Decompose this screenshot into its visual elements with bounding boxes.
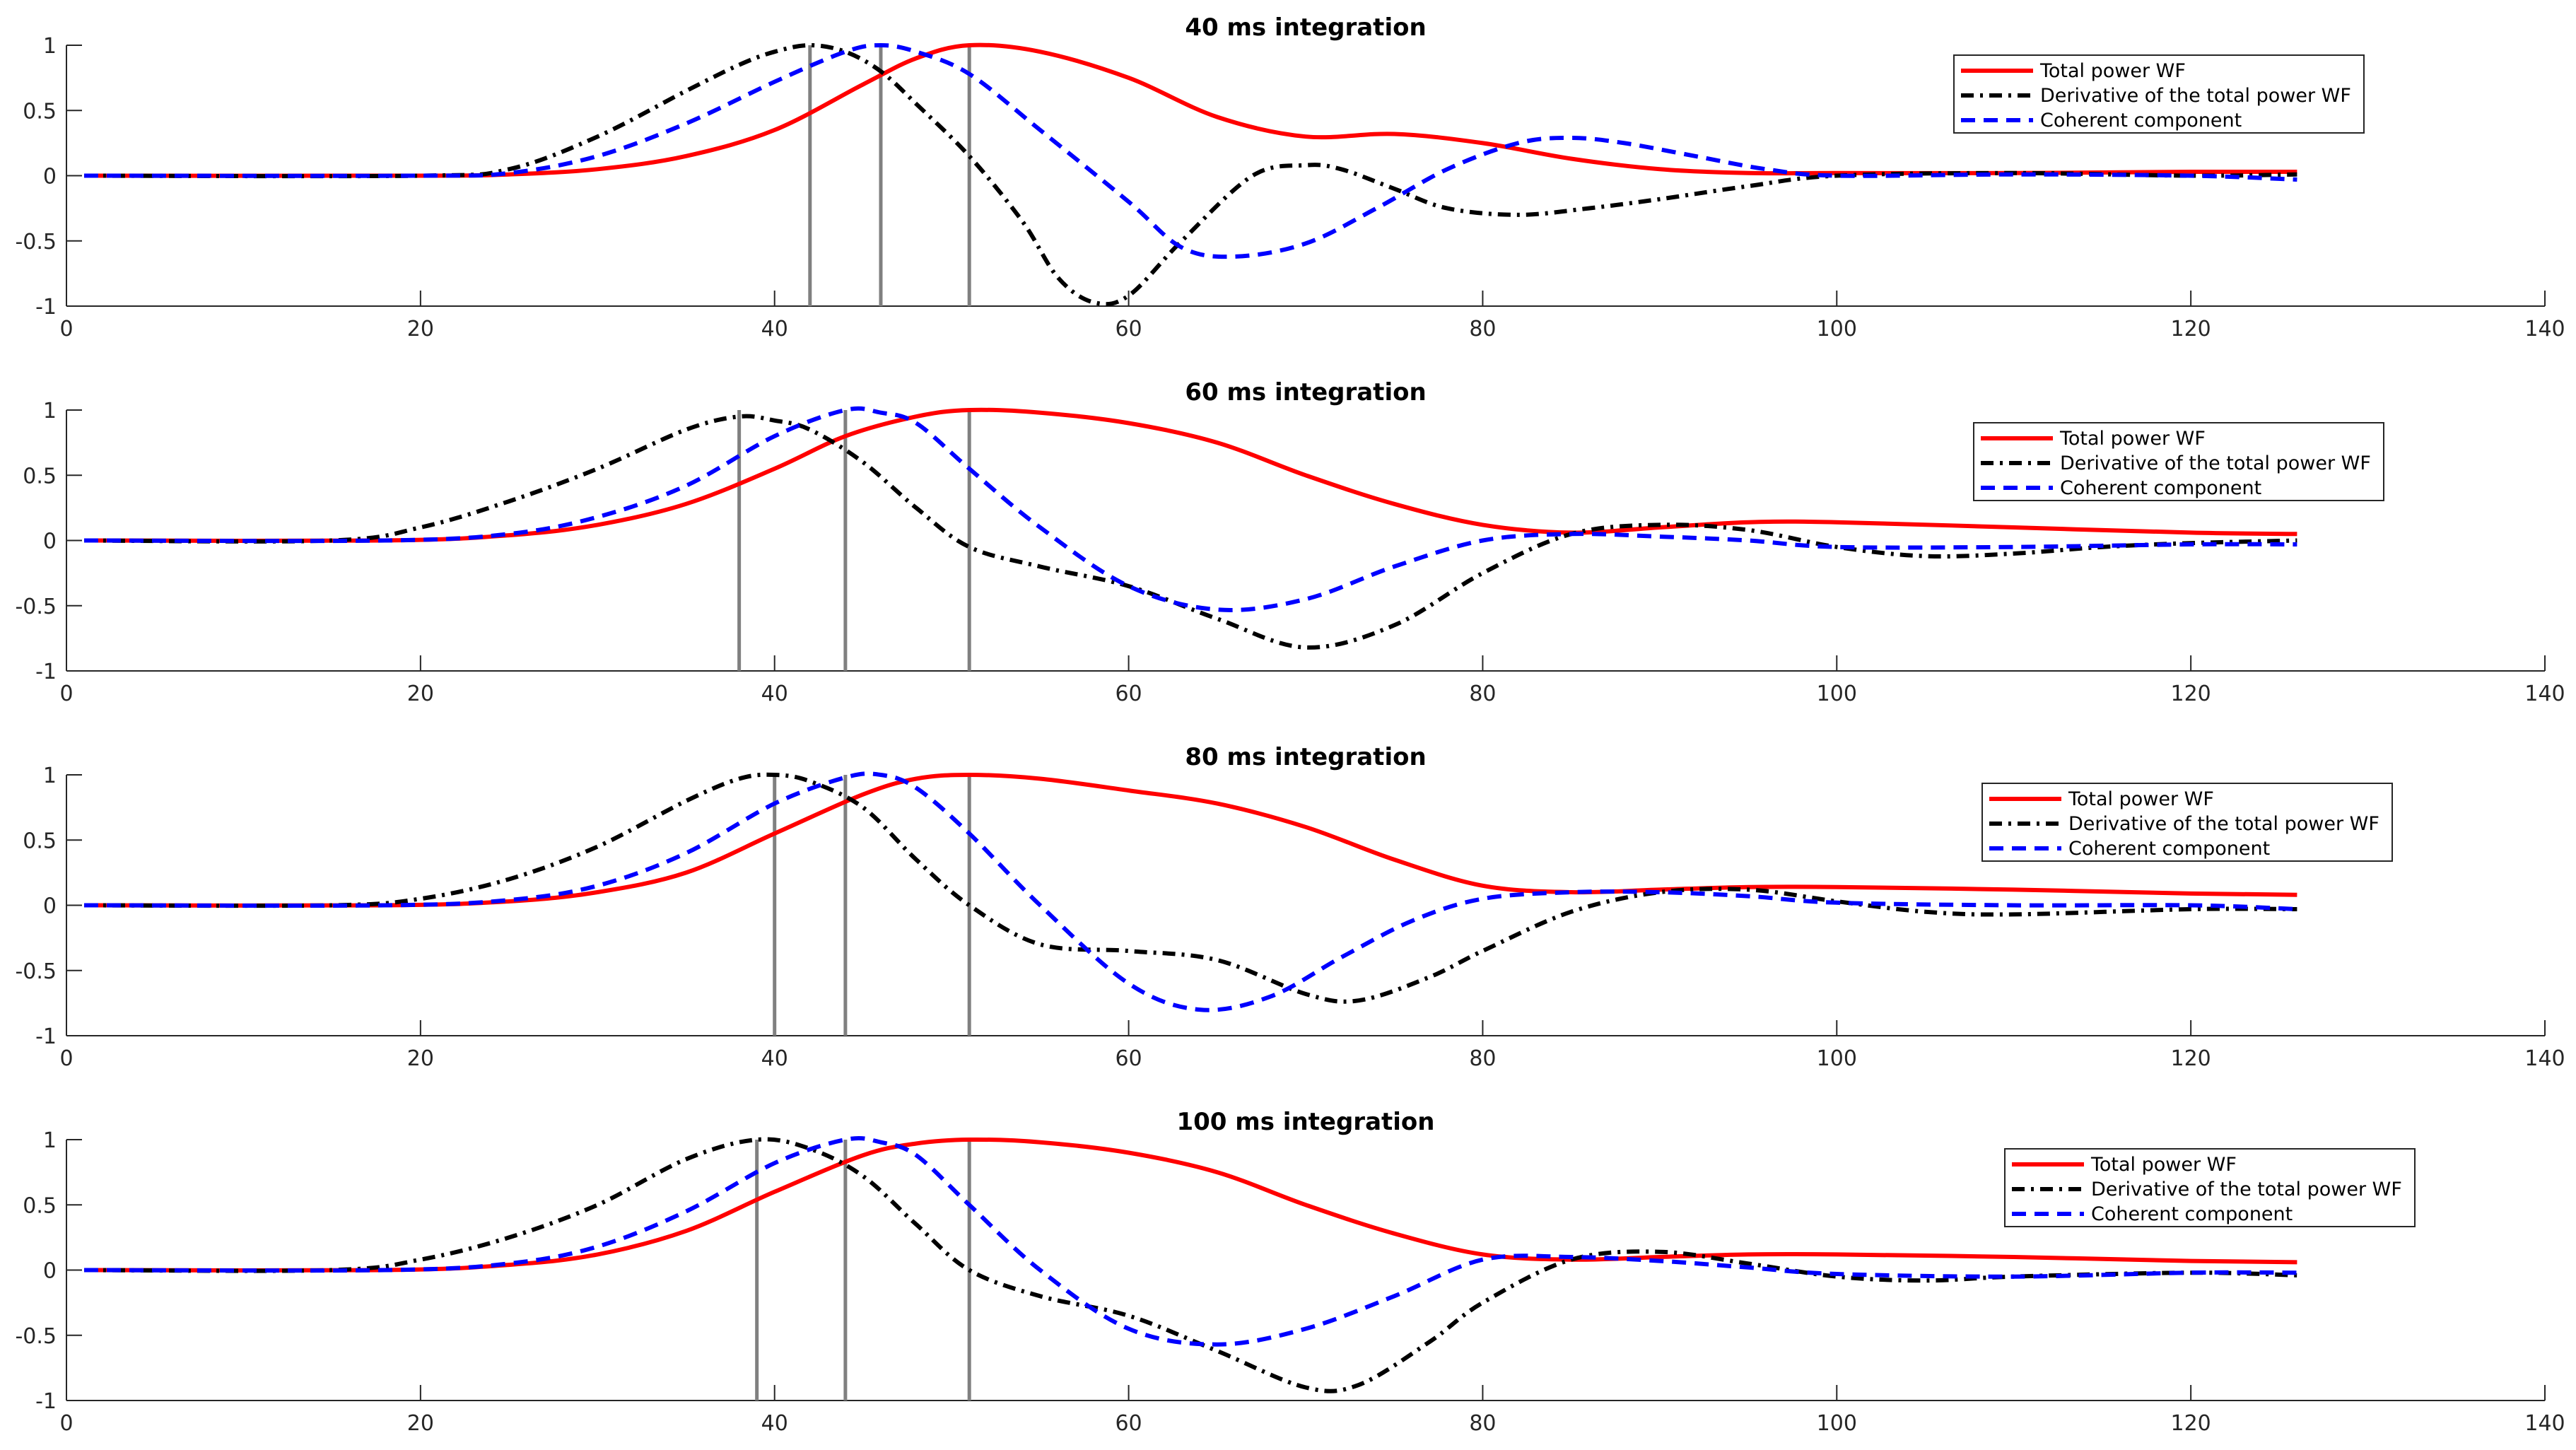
x-tick-label: 60 [1115,317,1142,341]
x-tick-label: 40 [761,682,788,706]
x-tick-label: 0 [59,1046,73,1071]
chart-title: 80 ms integration [1185,743,1426,771]
x-tick-label: 100 [1817,682,1857,706]
x-tick-label: 40 [761,1046,788,1071]
x-tick-label: 80 [1469,1046,1496,1071]
x-tick-label: 120 [2171,317,2211,341]
y-tick-label: 0 [43,165,57,189]
x-tick-label: 60 [1115,1046,1142,1071]
x-tick-label: 0 [59,1411,73,1436]
x-tick-label: 140 [2524,682,2565,706]
x-tick-label: 80 [1469,1411,1496,1436]
chart-panel-4: 100 ms integration -1 -0.5 0 0.5 1 0 20 40 60 80 10… [15,1108,2565,1436]
legend-label: Derivative of the total power WF [2091,1179,2402,1200]
y-tick-label: 0.5 [23,829,57,853]
legend: Total power WF Derivative of the total po… [1981,783,2393,862]
x-tick-label: 140 [2524,1411,2565,1436]
x-tick-label: 40 [761,1411,788,1436]
x-tick-label: 20 [407,1411,434,1436]
series-line-3 [83,43,2297,259]
x-tick-label: 100 [1817,1046,1857,1071]
series-line-3 [83,1135,2297,1347]
series-line-3 [83,771,2297,1012]
chart-title: 60 ms integration [1185,378,1426,407]
legend-label: Coherent component [2068,838,2270,860]
x-tick-label: 140 [2524,1046,2565,1071]
x-tick-label: 20 [407,682,434,706]
y-tick-label: -1 [35,1024,57,1049]
legend-label: Coherent component [2091,1203,2293,1225]
y-tick-label: 0 [43,530,57,554]
x-tick-label: 120 [2171,1046,2211,1071]
y-tick-label: -0.5 [15,595,57,619]
y-tick-label: -0.5 [15,959,57,984]
x-tick-label: 20 [407,1046,434,1071]
series-line-1 [83,1137,2297,1273]
y-tick-label: -1 [35,1389,57,1414]
x-tick-label: 0 [59,682,73,706]
y-tick-label: -0.5 [15,230,57,255]
y-tick-label: 0 [43,894,57,919]
y-tick-label: -1 [35,295,57,320]
series-line-2 [83,1137,2297,1393]
legend: Total power WF Derivative of the total po… [1953,54,2365,134]
series-line-1 [83,42,2297,178]
y-tick-label: 1 [43,1128,57,1153]
x-tick-label: 100 [1817,1411,1857,1436]
legend: Total power WF Derivative of the total po… [2004,1148,2416,1227]
x-tick-label: 80 [1469,317,1496,341]
legend-label: Derivative of the total power WF [2040,85,2351,107]
y-tick-label: -1 [35,660,57,684]
series-line-2 [83,414,2297,650]
x-tick-label: 60 [1115,682,1142,706]
legend-label: Total power WF [2059,428,2206,450]
x-tick-label: 60 [1115,1411,1142,1436]
y-tick-label: 1 [43,399,57,423]
series-line-1 [83,407,2297,544]
x-tick-label: 40 [761,317,788,341]
x-tick-label: 0 [59,317,73,341]
legend-label: Derivative of the total power WF [2060,452,2371,474]
y-tick-label: 0 [43,1259,57,1284]
y-tick-label: 0.5 [23,99,57,124]
legend-label: Total power WF [2068,788,2214,810]
legend-label: Total power WF [2090,1154,2237,1176]
x-tick-label: 120 [2171,1411,2211,1436]
y-tick-label: -0.5 [15,1324,57,1349]
chart-panel-1: 40 ms integration -1 -0.5 0 0.5 1 0 20 40 60 80 100… [15,13,2565,341]
x-tick-label: 140 [2524,317,2565,341]
series-line-3 [83,406,2297,612]
series-line-1 [83,773,2297,908]
chart-panel-3: 80 ms integration -1 -0.5 0 0.5 1 0 20 40 60 80 100… [15,743,2565,1071]
y-tick-label: 1 [43,34,57,59]
chart-panel-2: 60 ms integration -1 -0.5 0 0.5 1 0 20 40 60 80 100… [15,378,2565,706]
x-tick-label: 100 [1817,317,1857,341]
legend-label: Coherent component [2040,110,2242,131]
x-tick-label: 20 [407,317,434,341]
chart-title: 100 ms integration [1176,1108,1434,1136]
chart-title: 40 ms integration [1185,13,1426,42]
x-tick-label: 120 [2171,682,2211,706]
series-line-2 [83,772,2297,1004]
y-tick-label: 0.5 [23,1193,57,1218]
series-line-2 [83,43,2297,307]
y-tick-label: 1 [43,764,57,788]
legend-label: Coherent component [2060,477,2261,499]
legend-label: Total power WF [2039,60,2186,82]
x-tick-label: 80 [1469,682,1496,706]
y-tick-label: 0.5 [23,464,57,489]
legend-label: Derivative of the total power WF [2068,813,2379,835]
